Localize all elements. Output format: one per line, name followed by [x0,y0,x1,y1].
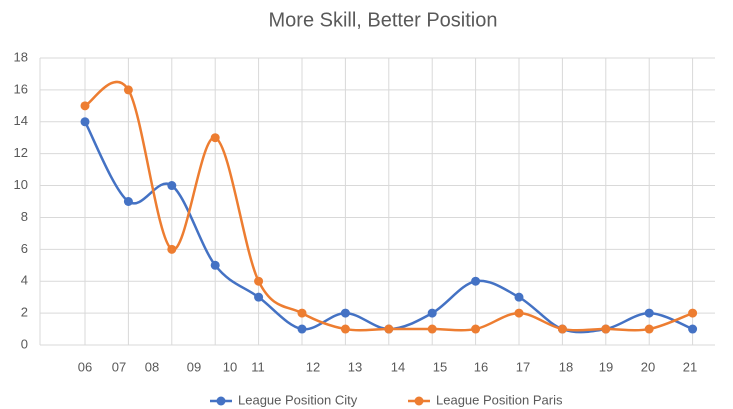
legend-label: League Position City [238,392,358,407]
point [601,324,611,334]
x-tick-label: 06 [78,359,92,374]
y-tick-label: 8 [21,209,28,224]
x-tick-label: 10 [223,359,237,374]
point [210,260,220,270]
point [471,276,481,286]
point [688,324,698,334]
x-tick-label: 20 [641,359,655,374]
y-tick-label: 16 [14,81,28,96]
x-tick-label: 14 [391,359,405,374]
x-tick-label: 21 [683,359,697,374]
point [340,324,350,334]
point [514,308,524,318]
y-tick-label: 10 [14,177,28,192]
point [384,324,394,334]
y-tick-label: 18 [14,49,28,64]
y-tick-label: 12 [14,145,28,160]
point [340,308,350,318]
point [123,85,133,95]
x-tick-label: 19 [599,359,613,374]
point [123,197,133,206]
point [514,292,524,302]
y-tick-label: 0 [21,336,28,351]
point [80,117,90,127]
point [254,292,264,302]
x-tick-label: 08 [145,359,159,374]
point [557,324,567,334]
point [297,308,307,318]
y-tick-label: 4 [21,273,28,288]
point [644,308,654,318]
y-tick-label: 2 [21,305,28,320]
x-tick-label: 15 [433,359,447,374]
point [167,181,177,191]
point [167,244,177,254]
x-tick-label: 09 [187,359,201,374]
point [688,308,698,318]
legend-marker [216,396,226,406]
x-tick-label: 16 [474,359,488,374]
point [644,324,654,334]
y-tick-label: 6 [21,241,28,256]
point [254,276,264,286]
legend-marker [414,396,424,406]
x-tick-label: 17 [516,359,530,374]
point [471,324,481,334]
point [80,101,90,111]
point [210,133,220,143]
point [297,324,307,334]
x-tick-label: 07 [112,359,126,374]
y-tick-label: 14 [14,113,28,128]
x-tick-label: 18 [559,359,573,374]
point [427,324,437,334]
legend-label: League Position Paris [436,392,563,407]
x-tick-label: 13 [348,359,362,374]
chart-title: More Skill, Better Position [269,9,498,31]
point [427,308,437,318]
x-tick-label: 11 [251,359,265,374]
x-tick-label: 12 [306,359,320,374]
